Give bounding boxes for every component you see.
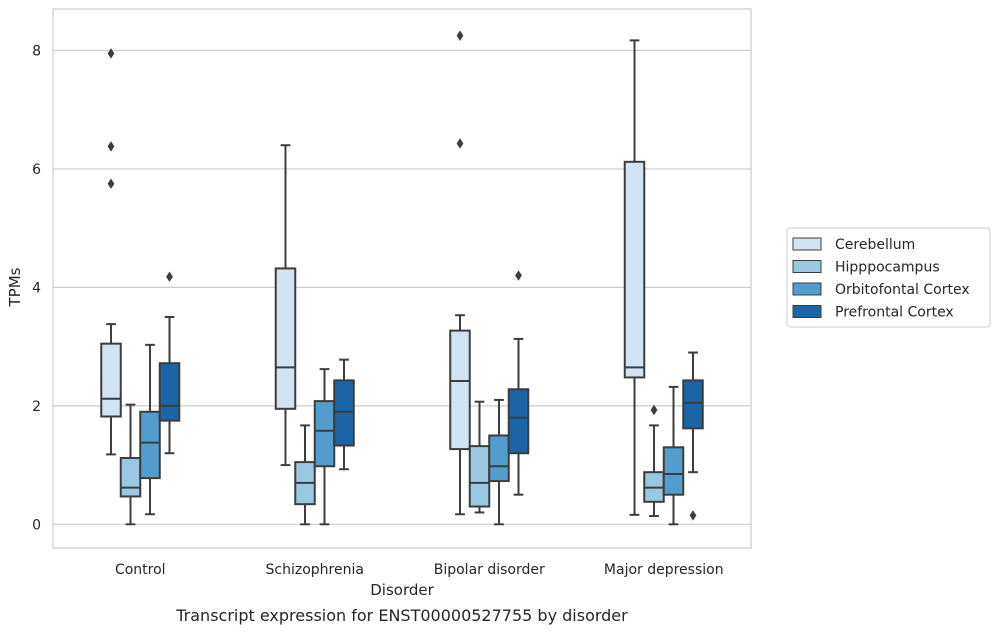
outlier-point: [456, 138, 464, 149]
box-iqr: [507, 388, 530, 455]
outlier-point: [107, 141, 115, 152]
legend-swatch: [792, 305, 822, 318]
legend-label: Orbitofontal Cortex: [835, 282, 970, 298]
y-tick-label: 6: [32, 162, 41, 178]
x-tick-label: Control: [115, 562, 166, 578]
outlier-point: [650, 404, 658, 416]
box-iqr: [468, 445, 491, 508]
box-plots: [100, 30, 704, 526]
legend-swatch: [792, 260, 822, 273]
box-iqr: [662, 446, 685, 496]
y-axis-label: TPMs: [6, 267, 24, 307]
outlier-point: [515, 270, 522, 281]
y-tick-label: 0: [32, 517, 41, 533]
outlier-point: [689, 510, 697, 521]
x-axis-label: Disorder: [370, 581, 434, 599]
box-hipppocampus-major-depression: [643, 404, 665, 518]
x-tick-label: Bipolar disorder: [434, 562, 545, 578]
box-orbitofontal-cortex-bipolar-disorder: [488, 398, 510, 526]
plot-frame: [52, 8, 752, 549]
outlier-point: [107, 178, 115, 189]
box-iqr: [274, 267, 297, 410]
legend-label: Hipppocampus: [835, 260, 940, 276]
box-prefrontal-cortex-major-depression: [682, 351, 704, 521]
box-prefrontal-cortex-bipolar-disorder: [507, 270, 530, 496]
box-iqr: [449, 329, 471, 451]
x-tick-label: Schizophrenia: [266, 562, 364, 578]
box-iqr: [488, 434, 510, 483]
box-hipppocampus-control: [119, 403, 142, 526]
box-hipppocampus-schizophrenia: [294, 424, 316, 526]
box-iqr: [623, 160, 646, 379]
box-iqr: [333, 379, 355, 447]
legend: Cerebellum Hipppocampus Orbitofontal Corte…: [786, 227, 991, 328]
box-cerebellum-major-depression: [623, 39, 646, 516]
box-iqr: [119, 456, 142, 498]
box-hipppocampus-bipolar-disorder: [468, 400, 491, 514]
legend-swatch: [792, 282, 822, 296]
x-tick-label: Major depression: [604, 562, 724, 578]
y-tick-labels: 0 2 4 6 8: [32, 43, 41, 533]
box-iqr: [139, 410, 161, 480]
box-cerebellum-schizophrenia: [274, 144, 297, 467]
box-cerebellum-bipolar-disorder: [449, 30, 471, 516]
box-prefrontal-cortex-control: [158, 271, 181, 455]
box-prefrontal-cortex-schizophrenia: [333, 358, 355, 471]
chart-caption: Transcript expression for ENST0000052775…: [175, 606, 628, 625]
x-tick-labels: Control Schizophrenia Bipolar disorder Majo…: [115, 562, 724, 578]
box-iqr: [313, 400, 336, 468]
outlier-point: [456, 30, 464, 41]
box-orbitofontal-cortex-control: [139, 343, 161, 516]
box-iqr: [682, 379, 704, 430]
legend-label: Cerebellum: [835, 237, 915, 253]
box-orbitofontal-cortex-major-depression: [662, 385, 685, 526]
outlier-point: [166, 271, 173, 282]
box-iqr: [158, 362, 181, 422]
y-tick-label: 2: [32, 399, 41, 415]
y-tick-label: 4: [32, 280, 41, 296]
box-orbitofontal-cortex-schizophrenia: [313, 368, 336, 526]
legend-box: [786, 227, 991, 328]
legend-label: Prefrontal Cortex: [835, 305, 954, 321]
legend-swatch: [792, 237, 822, 251]
outlier-point: [107, 48, 115, 59]
box-iqr: [100, 342, 122, 418]
box-cerebellum-control: [100, 48, 122, 456]
y-tick-label: 8: [32, 43, 41, 59]
